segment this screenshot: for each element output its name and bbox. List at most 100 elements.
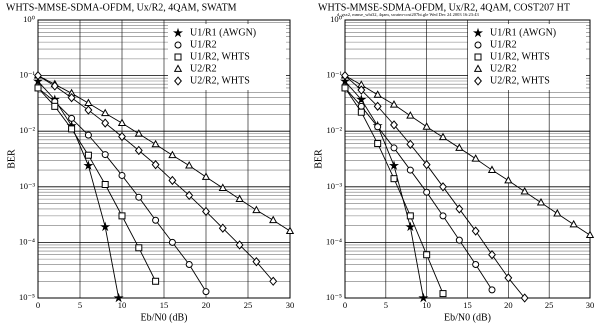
marker <box>172 27 184 38</box>
marker <box>168 150 177 159</box>
marker <box>118 131 126 142</box>
marker <box>118 171 126 179</box>
marker <box>235 194 244 203</box>
marker <box>202 206 210 217</box>
y-tick-label: 10⁻¹ <box>326 70 342 80</box>
marker <box>474 76 482 86</box>
marker <box>185 161 194 169</box>
marker <box>218 183 227 191</box>
legend-label: U1/R2, WHTS <box>490 51 550 62</box>
marker <box>201 172 211 180</box>
x-tick-label: 5 <box>384 300 388 310</box>
marker <box>390 120 398 130</box>
y-tick-label: 10⁻⁵ <box>19 292 35 302</box>
marker <box>134 145 143 156</box>
marker <box>84 131 92 139</box>
marker <box>439 290 447 298</box>
marker <box>439 212 447 220</box>
series-line <box>37 75 274 282</box>
marker <box>34 84 42 92</box>
x-tick-label: 10 <box>422 300 431 310</box>
marker <box>50 81 59 91</box>
marker <box>585 230 595 239</box>
marker <box>406 166 414 174</box>
marker <box>406 212 414 220</box>
marker <box>152 277 160 285</box>
marker <box>471 226 480 236</box>
y-tick-label: 10⁻¹ <box>19 70 35 80</box>
chart-title: WHTS-MMSE-SDMA-OFDM, Ux/R2, 4QAM, SWATM <box>6 2 237 13</box>
marker <box>504 273 513 283</box>
marker <box>168 175 177 186</box>
x-tick-label: 0 <box>36 300 40 310</box>
marker <box>68 114 76 122</box>
x-tick-label: 15 <box>160 300 169 310</box>
marker <box>455 236 463 244</box>
x-tick-label: 15 <box>463 300 472 310</box>
marker <box>84 105 93 115</box>
marker <box>117 118 127 126</box>
marker <box>185 261 193 269</box>
marker <box>252 205 261 214</box>
legend-label: U2/R2, WHTS <box>190 75 250 86</box>
marker <box>406 139 415 150</box>
x-tick-label: 5 <box>78 300 82 310</box>
marker <box>357 108 365 116</box>
x-tick-label: 30 <box>286 300 295 310</box>
x-tick-label: 20 <box>202 300 211 310</box>
marker <box>174 76 182 86</box>
marker <box>285 226 295 234</box>
legend-label: U1/R1 (AWGN) <box>190 27 256 38</box>
marker <box>51 102 59 110</box>
marker <box>100 221 111 232</box>
y-tick-label: 10⁻² <box>19 125 35 135</box>
marker <box>390 175 398 183</box>
y-axis-label: BER <box>6 149 17 169</box>
marker <box>168 238 176 246</box>
marker <box>474 41 482 49</box>
marker <box>269 276 278 286</box>
legend-label: U1/R2 <box>490 39 517 50</box>
marker <box>152 216 160 224</box>
marker <box>439 182 447 192</box>
marker <box>339 76 351 86</box>
y-tick-label: 10⁻² <box>326 125 342 135</box>
y-axis-label: BER <box>313 149 324 169</box>
marker <box>174 53 182 61</box>
marker <box>488 286 496 294</box>
marker <box>422 122 431 130</box>
marker <box>101 118 110 128</box>
series-line <box>344 87 493 291</box>
marker <box>504 175 513 184</box>
marker <box>252 257 261 267</box>
marker <box>536 197 546 206</box>
legend-label: U2/R2 <box>190 63 217 74</box>
legend-label: U1/R2 <box>190 39 217 50</box>
marker <box>32 76 44 86</box>
marker <box>390 144 398 152</box>
marker <box>405 221 416 232</box>
y-tick-label: 10⁰ <box>23 14 36 24</box>
legend-label: U1/R1 (AWGN) <box>490 27 556 38</box>
marker <box>356 94 367 104</box>
series-line <box>344 75 591 236</box>
marker <box>173 64 183 72</box>
series-line <box>344 75 526 299</box>
plot-frame <box>37 19 291 299</box>
marker <box>101 151 109 159</box>
marker <box>67 93 76 103</box>
plot-frame <box>344 19 591 299</box>
series-line <box>37 87 157 282</box>
marker <box>423 251 431 259</box>
y-tick-label: 10⁻⁴ <box>19 236 35 246</box>
marker <box>472 261 480 269</box>
marker <box>218 223 227 233</box>
marker <box>235 240 244 250</box>
marker <box>357 85 366 95</box>
legend-label: U2/R2 <box>490 63 517 74</box>
marker <box>135 193 143 201</box>
marker <box>389 100 399 108</box>
marker <box>374 123 382 131</box>
